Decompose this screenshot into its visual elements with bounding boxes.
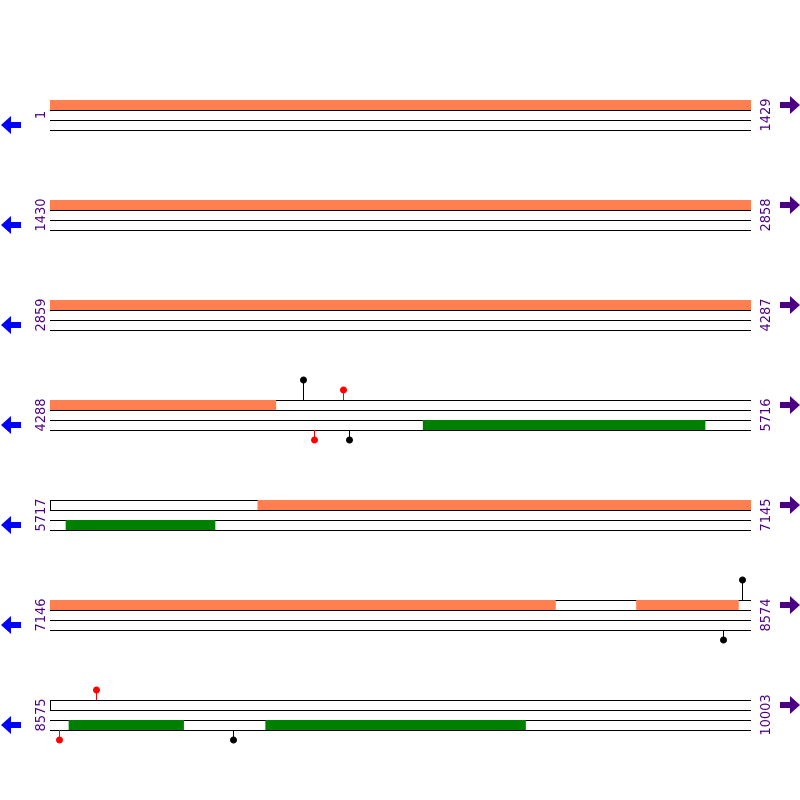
forward-feature-bar — [636, 600, 739, 610]
site-marker[interactable] — [346, 436, 353, 444]
row-end-label: 4287 — [759, 298, 774, 331]
sequence-row: 8575 10003 — [1, 686, 800, 744]
arrow-right-icon[interactable] — [780, 496, 800, 514]
forward-feature-bar — [50, 600, 556, 610]
row-end-label: 1429 — [759, 98, 774, 131]
arrow-right-icon[interactable] — [780, 396, 800, 414]
forward-feature-bar — [50, 100, 751, 110]
row-end-label: 2858 — [759, 198, 774, 231]
forward-feature-bar — [50, 200, 751, 210]
row-start-label: 1430 — [34, 198, 49, 231]
site-marker[interactable] — [230, 736, 237, 744]
reverse-feature-bar — [68, 720, 184, 730]
forward-feature-bar — [50, 400, 277, 410]
arrow-left-icon[interactable] — [1, 516, 21, 534]
arrow-left-icon[interactable] — [1, 216, 21, 234]
arrow-left-icon[interactable] — [1, 616, 21, 634]
row-start-label: 2859 — [34, 298, 49, 331]
row-start-label: 7146 — [34, 598, 49, 631]
site-marker[interactable] — [93, 686, 100, 694]
arrow-right-icon[interactable] — [780, 196, 800, 214]
site-marker[interactable] — [56, 736, 63, 744]
arrow-left-icon[interactable] — [1, 716, 21, 734]
row-start-label: 8575 — [34, 698, 49, 731]
arrow-left-icon[interactable] — [1, 316, 21, 334]
sequence-row: 5717 7145 — [1, 496, 800, 534]
site-marker[interactable] — [340, 386, 347, 394]
site-marker[interactable] — [300, 376, 307, 384]
row-start-label: 1 — [34, 111, 49, 119]
arrow-right-icon[interactable] — [780, 596, 800, 614]
reverse-feature-bar — [422, 420, 706, 430]
site-marker[interactable] — [311, 436, 318, 444]
row-end-label: 10003 — [759, 694, 774, 735]
reverse-feature-bar — [265, 720, 526, 730]
sequence-row: 4288 5716 — [1, 376, 800, 444]
row-end-label: 5716 — [759, 398, 774, 431]
arrow-right-icon[interactable] — [780, 96, 800, 114]
sequence-row: 1 1429 — [1, 96, 800, 134]
arrow-left-icon[interactable] — [1, 116, 21, 134]
forward-feature-bar — [50, 300, 751, 310]
row-start-label: 4288 — [34, 398, 49, 431]
row-end-label: 7145 — [759, 498, 774, 531]
forward-feature-bar — [257, 500, 751, 510]
reverse-feature-bar — [65, 520, 216, 530]
arrow-left-icon[interactable] — [1, 416, 21, 434]
sequence-row: 1430 2858 — [1, 196, 800, 234]
sequence-row: 2859 4287 — [1, 296, 800, 334]
arrow-right-icon[interactable] — [780, 696, 800, 714]
arrow-right-icon[interactable] — [780, 296, 800, 314]
site-marker[interactable] — [739, 576, 746, 584]
site-marker[interactable] — [720, 636, 727, 644]
row-end-label: 8574 — [759, 598, 774, 631]
sequence-row: 7146 8574 — [1, 576, 800, 644]
row-start-label: 5717 — [34, 498, 49, 531]
